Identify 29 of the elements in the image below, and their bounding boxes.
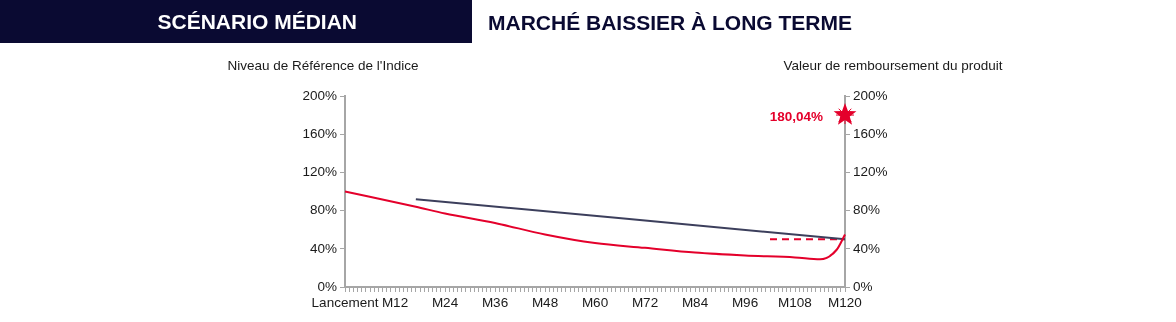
x-tick-label: M96 bbox=[731, 294, 759, 310]
x-tick-label: M24 bbox=[431, 294, 459, 310]
data-label: 180,04% bbox=[769, 108, 823, 124]
y2-tick-label: 160% bbox=[853, 125, 888, 141]
x-tick-label: M84 bbox=[681, 294, 709, 310]
line-series bbox=[344, 190, 846, 261]
y-axis-title: Niveau de Référence de l'Indice bbox=[227, 58, 419, 73]
y2-axis-title: Valeur de remboursement du produit bbox=[783, 58, 1003, 73]
y2-tick-label: 0% bbox=[853, 278, 873, 294]
x-tick-label: M72 bbox=[631, 294, 659, 310]
chart-title: SCÉNARIO MÉDIAN bbox=[0, 0, 472, 43]
x-tick-label: M36 bbox=[481, 294, 509, 310]
y-tick-label: 120% bbox=[302, 164, 337, 180]
chart-subtitle: MARCHÉ BAISSIER À LONG TERME bbox=[488, 10, 853, 36]
y-tick-label: 200% bbox=[302, 87, 337, 103]
y-tick-label: 0% bbox=[317, 278, 337, 294]
y2-tick-label: 200% bbox=[853, 87, 888, 103]
x-tick-label: M48 bbox=[531, 294, 559, 310]
x-tick-label: Lancement bbox=[311, 294, 379, 310]
x-tick-label: M108 bbox=[778, 294, 812, 310]
y-tick-label: 40% bbox=[309, 240, 337, 256]
y-tick-label: 80% bbox=[309, 202, 337, 218]
y2-tick-label: 40% bbox=[853, 240, 881, 256]
y2-tick-label: 80% bbox=[853, 202, 881, 218]
x-tick-label: M60 bbox=[581, 294, 609, 310]
y-tick-label: 160% bbox=[302, 125, 337, 141]
y2-tick-label: 120% bbox=[853, 164, 888, 180]
x-tick-label: M120 bbox=[828, 294, 862, 310]
x-tick-label: M12 bbox=[381, 294, 409, 310]
